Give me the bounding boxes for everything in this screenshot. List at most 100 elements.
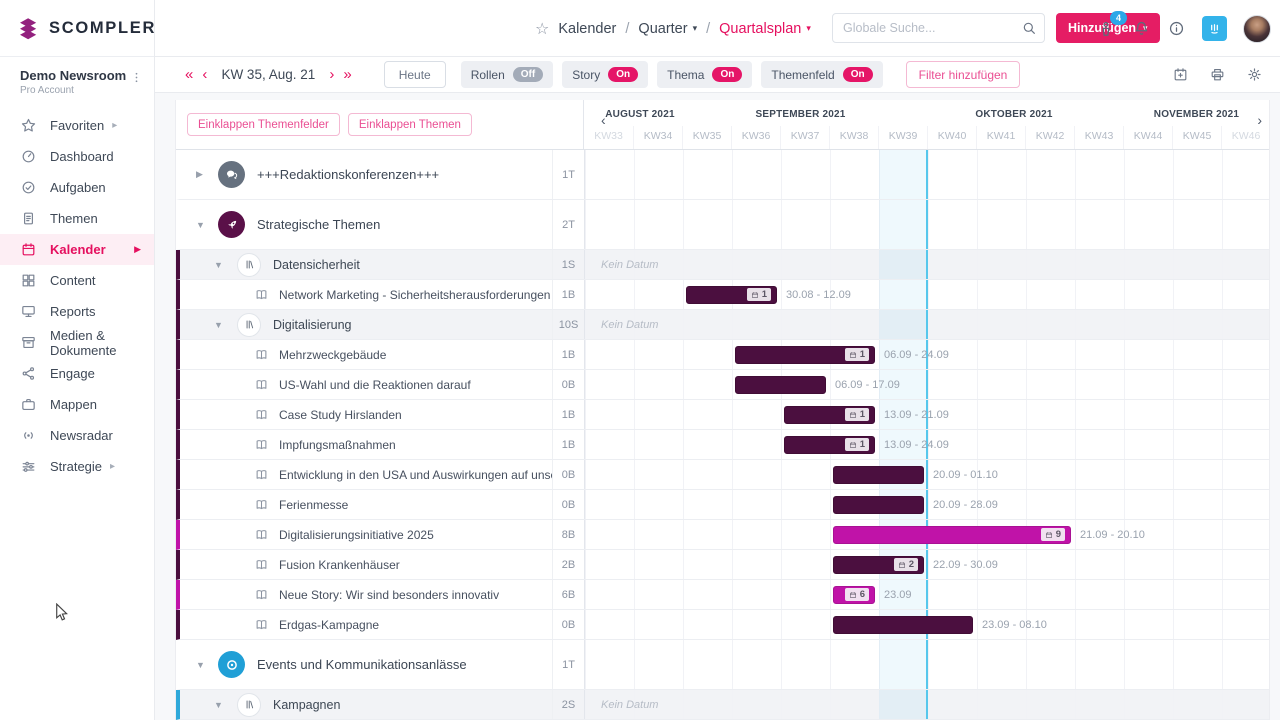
sidebar-item-dashboard[interactable]: Dashboard bbox=[0, 141, 154, 172]
table-row-kampagnen[interactable]: ▼ Kampagnen 2S Kein Datum bbox=[176, 690, 1269, 720]
page-first-icon[interactable]: « bbox=[185, 66, 194, 83]
row-label[interactable]: US-Wahl und die Reaktionen darauf bbox=[279, 377, 471, 392]
row-label[interactable]: +++Redaktionskonferenzen+++ bbox=[257, 167, 440, 182]
table-row-redaktionskonferenzen[interactable]: ▶ +++Redaktionskonferenzen+++ 1T bbox=[176, 150, 1269, 200]
table-row-erdgas-kampagne[interactable]: Erdgas-Kampagne 0B 23.09 - 08.10 bbox=[176, 610, 1269, 640]
week-label[interactable]: KW43 bbox=[1074, 126, 1123, 149]
gantt-bar[interactable]: 1 bbox=[735, 345, 875, 364]
page-last-icon[interactable]: » bbox=[343, 66, 352, 83]
collapse-chevron-icon[interactable]: ▼ bbox=[214, 319, 223, 330]
sidebar-item-newsradar[interactable]: Newsradar bbox=[0, 420, 154, 451]
table-row-entwicklung-in-den-usa-und-auswirkungen-auf-unser-geschäft[interactable]: Entwicklung in den USA und Auswirkungen … bbox=[176, 460, 1269, 490]
toggle-rollen[interactable]: Rollen Off bbox=[460, 61, 554, 88]
sidebar-item-kalender[interactable]: Kalender ▶ bbox=[0, 234, 154, 265]
collapse-chevron-icon[interactable]: ▼ bbox=[214, 259, 223, 270]
gantt-bar[interactable] bbox=[735, 375, 826, 394]
collapse-chevron-icon[interactable]: ▼ bbox=[196, 219, 205, 230]
week-label[interactable]: KW40 bbox=[927, 126, 976, 149]
row-label[interactable]: Case Study Hirslanden bbox=[279, 407, 402, 422]
timeline-scroll-right-icon[interactable]: › bbox=[1257, 112, 1262, 128]
table-row-neue-story-wir-sind-besonders-innovativ[interactable]: Neue Story: Wir sind besonders innovativ… bbox=[176, 580, 1269, 610]
kebab-menu-icon[interactable] bbox=[127, 68, 146, 87]
table-row-strategische-themen[interactable]: ▼ Strategische Themen 2T bbox=[176, 200, 1269, 250]
gantt-bar[interactable]: 9 bbox=[833, 525, 1071, 544]
row-label[interactable]: Digitalisierung bbox=[273, 317, 352, 332]
workspace-switcher[interactable]: Demo Newsroom Pro Account bbox=[0, 57, 154, 100]
breadcrumb-view-dropdown[interactable]: Quarter ▾ bbox=[638, 20, 698, 37]
sidebar-item-mappen[interactable]: Mappen bbox=[0, 389, 154, 420]
sidebar-item-medien-dokumente[interactable]: Medien & Dokumente bbox=[0, 327, 154, 358]
info-icon[interactable] bbox=[1167, 19, 1186, 38]
row-label[interactable]: Erdgas-Kampagne bbox=[279, 617, 380, 632]
row-label[interactable]: Network Marketing - Sicherheitsherausfor… bbox=[279, 287, 551, 302]
print-icon[interactable] bbox=[1209, 66, 1226, 83]
table-row-mehrzweckgebäude[interactable]: Mehrzweckgebäude 1B 1 06.09 - 24.09 bbox=[176, 340, 1269, 370]
favorite-star-icon[interactable]: ☆ bbox=[535, 20, 550, 38]
today-button[interactable]: Heute bbox=[383, 61, 446, 88]
sidebar-item-engage[interactable]: Engage bbox=[0, 358, 154, 389]
add-button[interactable]: Hinzufügen ▾ bbox=[1056, 13, 1160, 43]
gantt-bar[interactable] bbox=[833, 495, 924, 514]
table-row-datensicherheit[interactable]: ▼ Datensicherheit 1S Kein Datum bbox=[176, 250, 1269, 280]
table-row-fusion-krankenhäuser[interactable]: Fusion Krankenhäuser 2B 2 22.09 - 30.09 bbox=[176, 550, 1269, 580]
sidebar-item-content[interactable]: Content bbox=[0, 265, 154, 296]
search-icon[interactable] bbox=[1021, 20, 1037, 36]
page-prev-icon[interactable]: ‹ bbox=[202, 66, 208, 83]
breadcrumb-plan-dropdown[interactable]: Quartalsplan ▾ bbox=[719, 20, 811, 37]
breadcrumb-section[interactable]: Kalender bbox=[558, 20, 617, 37]
row-label[interactable]: Strategische Themen bbox=[257, 217, 381, 232]
gantt-bar[interactable] bbox=[833, 615, 973, 634]
row-label[interactable]: Events und Kommunikationsanlässe bbox=[257, 657, 467, 672]
row-label[interactable]: Fusion Krankenhäuser bbox=[279, 557, 400, 572]
toggle-thema[interactable]: Thema On bbox=[657, 61, 753, 88]
table-row-case-study-hirslanden[interactable]: Case Study Hirslanden 1B 1 13.09 - 21.09 bbox=[176, 400, 1269, 430]
week-label[interactable]: KW35 bbox=[682, 126, 731, 149]
avatar[interactable] bbox=[1243, 14, 1271, 43]
collapse-chevron-icon[interactable]: ▼ bbox=[214, 699, 223, 710]
table-row-network-marketing-sicherheitsherausforderungen[interactable]: Network Marketing - Sicherheitsherausfor… bbox=[176, 280, 1269, 310]
calendar-add-icon[interactable] bbox=[1172, 66, 1189, 83]
bell-icon[interactable] bbox=[1132, 19, 1151, 38]
toggle-themenfeld[interactable]: Themenfeld On bbox=[761, 61, 883, 88]
row-label[interactable]: Mehrzweckgebäude bbox=[279, 347, 387, 362]
messenger-app-icon[interactable] bbox=[1202, 16, 1227, 41]
sidebar-item-aufgaben[interactable]: Aufgaben bbox=[0, 172, 154, 203]
week-label[interactable]: KW37 bbox=[780, 126, 829, 149]
week-label[interactable]: KW46 bbox=[1221, 126, 1269, 149]
sidebar-item-themen[interactable]: Themen bbox=[0, 203, 154, 234]
gantt-bar[interactable]: 1 bbox=[784, 435, 875, 454]
page-next-icon[interactable]: › bbox=[329, 66, 335, 83]
settings-gear-icon[interactable] bbox=[1246, 66, 1263, 83]
row-label[interactable]: Ferienmesse bbox=[279, 497, 349, 512]
sidebar-item-reports[interactable]: Reports bbox=[0, 296, 154, 327]
table-row-ferienmesse[interactable]: Ferienmesse 0B 20.09 - 28.09 bbox=[176, 490, 1269, 520]
week-label[interactable]: KW42 bbox=[1025, 126, 1074, 149]
toggle-story[interactable]: Story On bbox=[562, 61, 649, 88]
add-filter-button[interactable]: Filter hinzufügen bbox=[905, 61, 1021, 88]
timeline-scroll-left-icon[interactable]: ‹ bbox=[601, 112, 606, 128]
collapse-chevron-icon[interactable]: ▼ bbox=[196, 659, 205, 670]
week-label[interactable]: KW36 bbox=[731, 126, 780, 149]
search-input[interactable] bbox=[832, 13, 1045, 43]
row-label[interactable]: Kampagnen bbox=[273, 697, 341, 712]
week-label[interactable]: KW34 bbox=[633, 126, 682, 149]
week-label[interactable]: KW45 bbox=[1172, 126, 1221, 149]
row-label[interactable]: Datensicherheit bbox=[273, 257, 360, 272]
gantt-bar[interactable]: 1 bbox=[686, 285, 777, 304]
row-label[interactable]: Impfungsmaßnahmen bbox=[279, 437, 396, 452]
collapse-topic-fields-button[interactable]: Einklappen Themenfelder bbox=[187, 113, 340, 136]
gantt-bar[interactable] bbox=[833, 465, 924, 484]
logo[interactable]: SCOMPLER bbox=[0, 0, 154, 57]
sidebar-item-strategie[interactable]: Strategie ▸ bbox=[0, 451, 154, 482]
table-row-events-und-kommunikationsanlässe[interactable]: ▼ Events und Kommunikationsanlässe 1T bbox=[176, 640, 1269, 690]
gantt-bar[interactable]: 1 bbox=[784, 405, 875, 424]
row-label[interactable]: Digitalisierungsinitiative 2025 bbox=[279, 527, 434, 542]
row-label[interactable]: Neue Story: Wir sind besonders innovativ bbox=[279, 587, 500, 602]
collapse-topics-button[interactable]: Einklappen Themen bbox=[347, 113, 472, 136]
expand-chevron-icon[interactable]: ▶ bbox=[196, 169, 203, 179]
sidebar-item-favoriten[interactable]: Favoriten ▸ bbox=[0, 110, 154, 141]
gantt-bar[interactable]: 6 bbox=[833, 585, 875, 604]
week-label[interactable]: KW41 bbox=[976, 126, 1025, 149]
week-label[interactable]: KW44 bbox=[1123, 126, 1172, 149]
row-label[interactable]: Entwicklung in den USA und Auswirkungen … bbox=[279, 467, 552, 482]
